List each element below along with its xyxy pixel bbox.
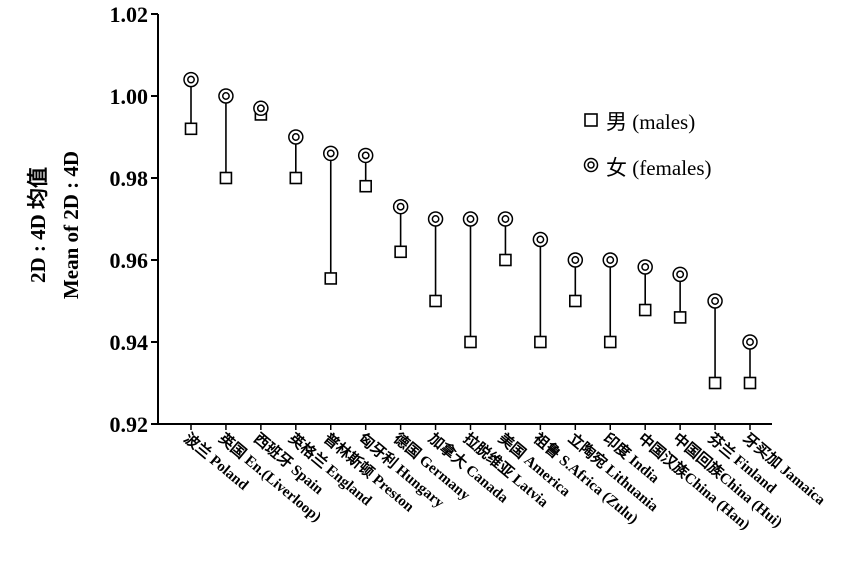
legend-female-label: 女 (females) [606,156,712,180]
y-tick-label: 0.96 [110,248,149,273]
female-point-inner [361,151,370,160]
female-point [532,231,549,248]
male-point [464,335,477,349]
female-point-inner [256,104,265,113]
y-axis: 0.92 0.94 0.96 0.98 1.00 1.02 [110,2,159,437]
female-point [357,147,374,164]
male-point [534,335,547,349]
male-point [569,294,582,308]
female-point-inner [711,297,720,305]
male-point [184,122,198,136]
y-tick-label: 1.00 [110,84,149,109]
female-point [602,252,618,268]
markers [183,71,758,390]
female-point-inner [746,338,754,346]
female-point-inner [466,215,475,223]
y-tick-label: 0.98 [110,166,149,191]
male-point [638,303,652,317]
male-point [673,311,687,324]
female-point [462,211,479,227]
female-point [497,211,514,227]
y-axis-title-line2: Mean of 2D : 4D [59,151,83,299]
y-axis-title: 2D : 4D 均值 Mean of 2D : 4D [26,151,83,299]
y-tick-label: 0.94 [110,330,149,355]
female-point [672,266,688,283]
male-point [394,245,407,259]
y-axis-title-line1: 2D : 4D 均值 [26,167,50,283]
female-point-inner [641,263,650,271]
male-point [429,294,442,308]
female-point-inner [571,256,580,264]
female-point [288,129,304,145]
legend-male-marker [584,113,598,127]
female-point [427,211,444,227]
female-point-inner [606,256,615,264]
male-point [603,335,617,349]
male-point [324,272,338,285]
male-point [359,179,372,193]
y-tick-label: 0.92 [110,412,149,437]
female-point [183,71,199,88]
female-point-inner [431,215,440,223]
male-point [708,376,722,390]
female-point [392,198,409,215]
legend: 男 (males) 女 (females) [583,110,712,180]
legend-female-marker-inner [587,161,595,169]
female-point-inner [501,215,510,223]
female-point-inner [396,202,405,211]
female-point [637,259,653,275]
male-point [499,253,512,267]
female-point [707,293,723,309]
female-point [323,145,339,162]
female-point-inner [221,92,230,100]
male-point [219,171,233,185]
female-point [218,88,234,104]
female-point-inner [676,270,685,279]
female-point-inner [536,235,545,244]
legend-female-marker-outer [583,157,599,173]
female-point-inner [187,75,195,84]
female-point-inner [326,149,335,158]
male-point [289,171,303,185]
female-point-inner [291,133,300,141]
female-point [253,100,269,117]
stems [190,86,751,377]
y-tick-label: 1.02 [110,2,149,27]
female-point [567,252,584,268]
female-point [742,334,758,350]
legend-male-label: 男 (males) [606,110,695,134]
male-point [743,376,757,390]
